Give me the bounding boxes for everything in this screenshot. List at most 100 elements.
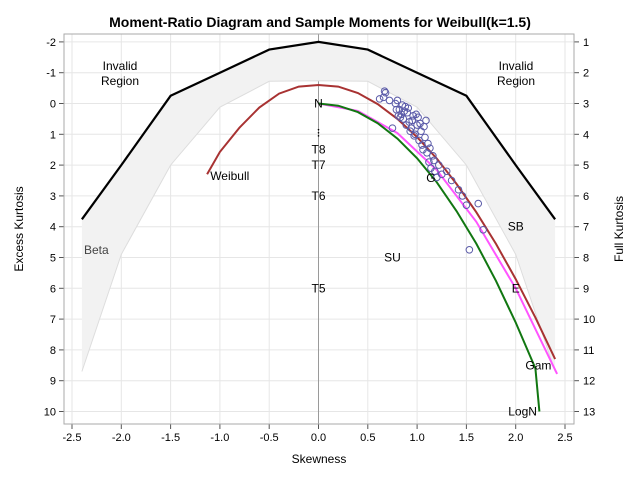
point-label-t8: T8 xyxy=(311,143,325,157)
boundary-curve xyxy=(81,40,556,220)
x-tick-label: -1.5 xyxy=(161,432,180,444)
point-label-sb: SB xyxy=(508,220,524,234)
y-tick-label: 0 xyxy=(50,99,56,111)
y-tick-label: -2 xyxy=(46,37,56,49)
y2-tick-label: 1 xyxy=(583,37,589,49)
sample-point xyxy=(474,199,483,208)
sample-point xyxy=(408,116,416,125)
y2-tick-label: 12 xyxy=(583,376,595,388)
gam-curve xyxy=(318,102,559,375)
sample-point xyxy=(421,133,429,142)
x-tick-label: 0.5 xyxy=(360,432,375,444)
tn-series-dot xyxy=(317,131,320,134)
x-tick-label: 1.5 xyxy=(459,432,474,444)
x-tick-label: -1.0 xyxy=(210,432,229,444)
sample-point xyxy=(414,113,422,122)
chart-title: Moment-Ratio Diagram and Sample Moments … xyxy=(109,14,531,30)
plot-frame xyxy=(63,33,575,425)
x-tick-label: -2.0 xyxy=(112,432,131,444)
sample-point xyxy=(479,225,487,234)
y2-tick-label: 9 xyxy=(583,283,589,295)
x-tick-label: 2.0 xyxy=(508,432,523,444)
y2-tick-label: 3 xyxy=(583,99,589,111)
y-tick-label: 9 xyxy=(50,376,56,388)
sample-point xyxy=(430,156,438,165)
sample-point xyxy=(429,152,437,160)
axes: -2.5 -2.0 -1.5 -1.0 -0.5 0.0 0.5 1.0 1.5 2.0 2.5 -2… xyxy=(44,37,596,444)
point-label-t7: T7 xyxy=(311,158,325,172)
beta-region xyxy=(81,41,556,372)
tn-series-dot xyxy=(317,135,320,137)
sample-point xyxy=(422,116,430,125)
x-tick-label: -0.5 xyxy=(260,432,279,444)
y2-tick-label: 8 xyxy=(583,253,589,265)
sample-point xyxy=(442,167,451,176)
weibull-curve xyxy=(206,83,557,360)
y-tick-label: 2 xyxy=(50,160,56,172)
y-tick-label: 8 xyxy=(50,345,56,357)
sample-point xyxy=(404,104,413,112)
point-label-su: SU xyxy=(384,251,401,265)
sample-point xyxy=(385,96,394,105)
beta-region-fill xyxy=(81,41,556,372)
y-tick-label: 1 xyxy=(50,129,56,141)
y2-tick-label: 5 xyxy=(583,160,589,172)
sample-point xyxy=(396,113,405,122)
point-label-t6: T6 xyxy=(311,189,325,203)
sample-point xyxy=(393,96,402,105)
sample-point xyxy=(379,93,388,102)
x-tick-label: 2.5 xyxy=(557,432,572,444)
invalid-region-left-label: Invalid Region xyxy=(101,59,139,88)
sample-point xyxy=(402,121,411,129)
x-tick-label: 1.0 xyxy=(409,432,424,444)
sample-point xyxy=(394,112,403,120)
x-tick-label: -2.5 xyxy=(63,432,82,444)
point-label-e: E xyxy=(512,281,520,295)
point-label-gam: Gam xyxy=(525,358,551,372)
y-tick-label: 3 xyxy=(50,191,56,203)
point-label-logn: LogN xyxy=(508,405,537,419)
y2-tick-label: 7 xyxy=(583,222,589,234)
y2-tick-label: 13 xyxy=(583,407,595,419)
sample-point xyxy=(406,127,414,136)
y2-tick-label: 11 xyxy=(583,345,594,357)
sample-point xyxy=(381,88,390,97)
y2-axis-label: Full Kurtosis xyxy=(612,196,626,262)
sample-point xyxy=(375,95,384,103)
y2-tick-label: 10 xyxy=(583,314,595,326)
y-tick-label: 10 xyxy=(44,407,56,419)
sample-points xyxy=(375,87,487,254)
sample-point xyxy=(434,161,443,169)
tn-series-dot xyxy=(317,128,320,131)
sample-point xyxy=(458,192,467,200)
sample-point xyxy=(418,141,426,149)
beta-region-edge xyxy=(81,80,556,372)
sample-point xyxy=(454,185,463,194)
y2-tick-label: 6 xyxy=(583,191,589,203)
sample-point xyxy=(465,246,474,254)
invalid-region-right-label: Invalid Region xyxy=(497,59,535,88)
point-label-g: G xyxy=(426,171,435,185)
sample-point xyxy=(426,144,434,152)
y-tick-label: 7 xyxy=(50,314,56,326)
x-tick-label: 0.0 xyxy=(311,432,326,444)
sample-point xyxy=(388,124,397,132)
logn-curve xyxy=(318,102,541,412)
sample-point xyxy=(447,176,456,185)
y2-tick-label: 2 xyxy=(583,68,589,80)
series-layer xyxy=(81,40,559,412)
sample-point xyxy=(410,132,418,140)
y2-tick-label: 4 xyxy=(583,129,589,141)
beta-region-label: Beta xyxy=(84,243,109,257)
point-label-n: N xyxy=(314,97,323,111)
sample-point xyxy=(462,201,471,209)
point-label-t5: T5 xyxy=(311,281,325,295)
point-label-weibull: Weibull xyxy=(210,169,249,183)
y-tick-label: 6 xyxy=(50,283,56,295)
grid-layer xyxy=(64,34,574,424)
y-axis-label: Excess Kurtosis xyxy=(12,186,26,271)
y-tick-label: 4 xyxy=(50,222,56,234)
y-tick-label: 5 xyxy=(50,253,56,265)
